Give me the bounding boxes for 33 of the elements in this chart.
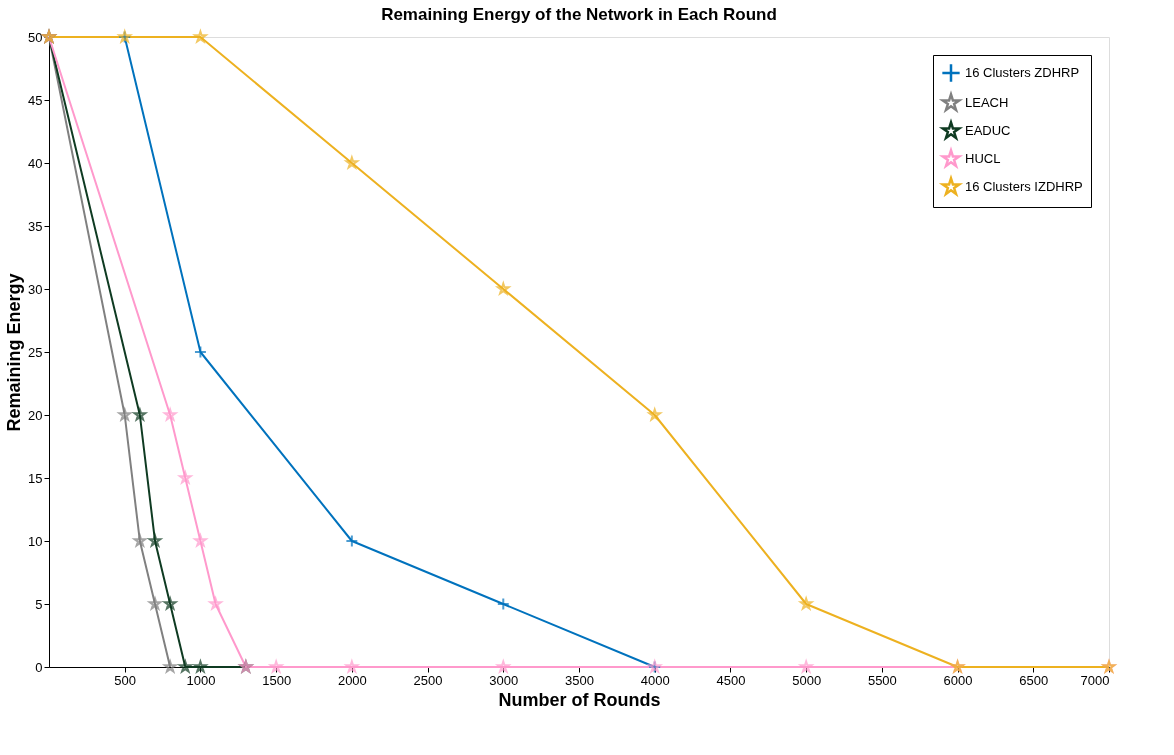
chart-title: Remaining Energy of the Network in Each Round <box>381 4 777 24</box>
y-tick-label: 25 <box>28 344 43 360</box>
y-tick-label: 35 <box>28 218 43 234</box>
y-tick-label: 40 <box>28 155 43 171</box>
y-axis-title: Remaining Energy <box>4 273 25 432</box>
x-tick-label: 7000 <box>1080 672 1110 688</box>
y-tick-label: 30 <box>28 281 43 297</box>
y-tick-label: 50 <box>28 29 43 45</box>
x-tick-label: 4500 <box>716 672 746 688</box>
y-tick-label: 0 <box>35 659 43 675</box>
legend-label: HUCL <box>965 151 1001 166</box>
x-tick-label: 3000 <box>489 672 519 688</box>
y-tick-label: 20 <box>28 407 43 423</box>
x-tick-label: 1000 <box>186 672 216 688</box>
legend-label: EADUC <box>965 123 1011 138</box>
x-tick-label: 2000 <box>337 672 367 688</box>
x-tick-label: 5000 <box>792 672 822 688</box>
x-tick-label: 5500 <box>867 672 897 688</box>
y-tick-label: 45 <box>28 92 43 108</box>
legend-label: 16 Clusters ZDHRP <box>965 65 1080 80</box>
x-tick-label: 4000 <box>640 672 670 688</box>
x-tick-label: 500 <box>114 672 137 688</box>
y-tick-label: 10 <box>28 533 43 549</box>
x-tick-label: 2500 <box>413 672 443 688</box>
y-tick-label: 5 <box>35 596 43 612</box>
legend-label: 16 Clusters IZDHRP <box>965 179 1083 194</box>
x-tick-label: 6500 <box>1019 672 1049 688</box>
y-tick-label: 15 <box>28 470 43 486</box>
x-tick-label: 6000 <box>943 672 973 688</box>
x-tick-label: 1500 <box>262 672 292 688</box>
x-axis-title: Number of Rounds <box>498 689 661 710</box>
x-tick-label: 3500 <box>565 672 594 688</box>
legend-label: LEACH <box>965 95 1009 110</box>
